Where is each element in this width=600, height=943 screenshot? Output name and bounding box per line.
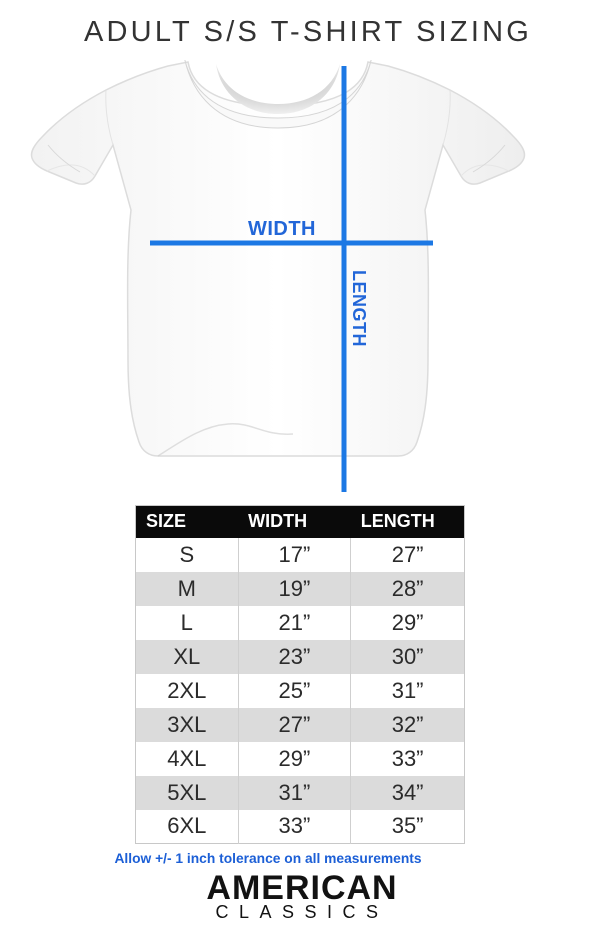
svg-text:LENGTH: LENGTH: [349, 270, 369, 347]
svg-text:WIDTH: WIDTH: [248, 218, 316, 240]
